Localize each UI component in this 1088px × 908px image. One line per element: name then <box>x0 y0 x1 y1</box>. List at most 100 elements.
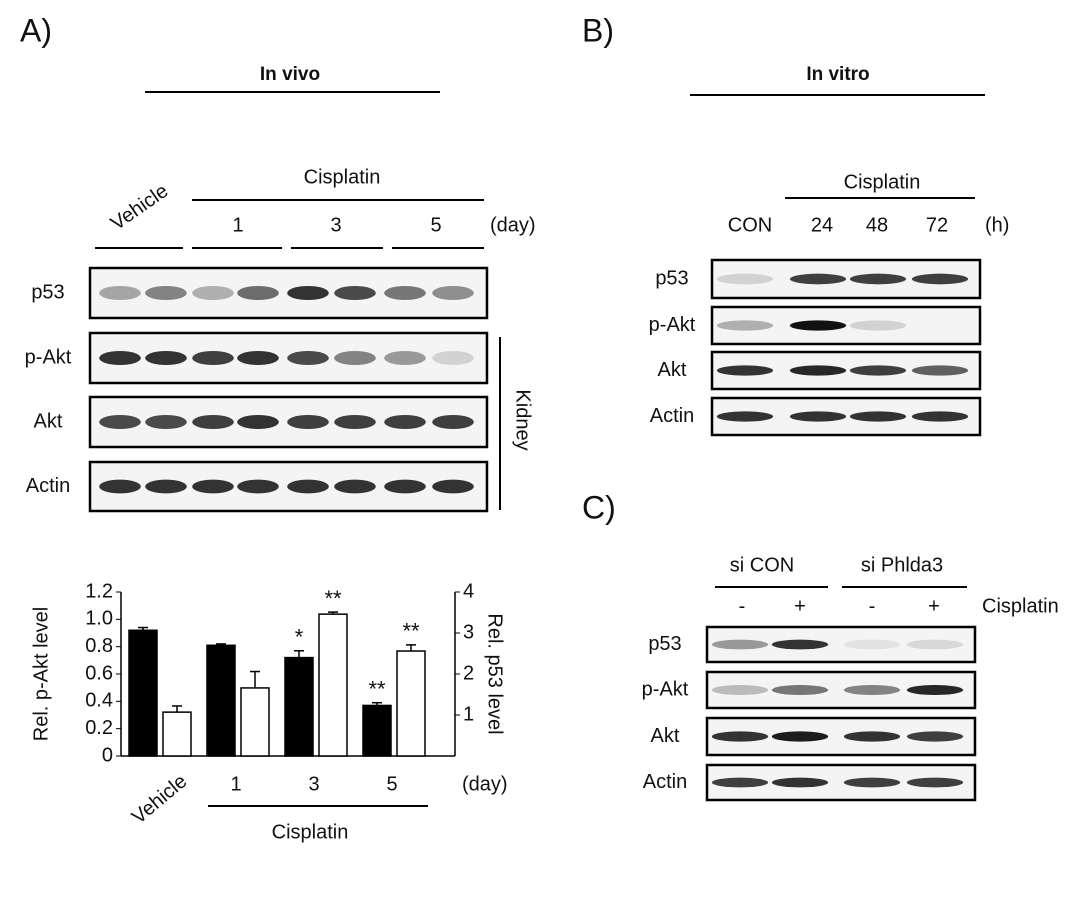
blot-band <box>771 684 829 696</box>
blot-band <box>334 286 376 300</box>
group-label: si CON <box>730 554 794 576</box>
row-label: p-Akt <box>25 346 72 368</box>
blot-band <box>711 731 769 742</box>
blot-band <box>906 639 964 650</box>
x-tick-label: Vehicle <box>128 770 192 828</box>
blot-band <box>384 351 426 365</box>
lane-label: 5 <box>430 214 441 236</box>
row-label: p53 <box>655 267 688 289</box>
blot-band <box>237 286 279 300</box>
blot-band <box>145 415 187 429</box>
lane-label: + <box>794 595 806 617</box>
blot-band <box>906 777 964 788</box>
blot-band <box>432 286 474 300</box>
blot-band <box>711 684 769 696</box>
treatment-label: Cisplatin <box>982 595 1059 617</box>
blot-band <box>237 479 279 494</box>
blot-band <box>789 273 847 285</box>
blot-band <box>99 415 141 429</box>
blot-band <box>384 286 426 300</box>
blot-band <box>287 479 329 494</box>
blot-band <box>334 415 376 429</box>
y-tick-label: 0.6 <box>85 662 113 684</box>
y-tick-label: 0.4 <box>85 690 113 712</box>
y-axis-label: Rel. p-Akt level <box>30 607 52 742</box>
lane-label: 72 <box>926 214 948 236</box>
row-label: p53 <box>31 281 64 303</box>
blot-band <box>192 351 234 365</box>
row-label: Akt <box>34 410 63 432</box>
blot-band <box>384 479 426 494</box>
blot-band <box>911 411 969 422</box>
blot-band <box>849 273 907 285</box>
row-label: Akt <box>651 725 680 747</box>
group-label: Cisplatin <box>304 166 381 188</box>
blot-band <box>911 273 969 285</box>
x-unit-label: (day) <box>462 773 508 795</box>
significance-label: ** <box>368 677 386 702</box>
blot-band <box>432 351 474 365</box>
blot-band <box>906 684 964 696</box>
blot-band <box>716 411 774 422</box>
blot-band <box>334 479 376 494</box>
lane-label: 48 <box>866 214 888 236</box>
bar <box>128 629 158 757</box>
bar <box>318 613 348 757</box>
blot-band <box>911 365 969 376</box>
bar <box>162 711 192 757</box>
significance-label: ** <box>402 619 420 644</box>
row-label: Akt <box>658 359 687 381</box>
row-label: p-Akt <box>649 314 696 336</box>
bar <box>240 687 270 757</box>
bar <box>206 644 236 757</box>
blot-band <box>237 351 279 365</box>
y-tick-label: 0 <box>102 744 113 766</box>
blot-band <box>843 731 901 742</box>
unit-label: (h) <box>985 214 1009 236</box>
blot-band <box>99 351 141 365</box>
y-tick-label: 1.2 <box>85 580 113 602</box>
blot-band <box>906 731 964 742</box>
bar <box>284 656 314 757</box>
panel-label: C) <box>582 489 616 525</box>
blot-band <box>771 777 829 788</box>
x-tick-label: 3 <box>308 773 319 795</box>
blot-band <box>843 777 901 788</box>
row-label: Actin <box>643 771 687 793</box>
blot-band <box>849 411 907 422</box>
significance-label: ** <box>324 586 342 611</box>
lane-label: 24 <box>811 214 833 236</box>
blot-band <box>99 286 141 300</box>
blot-band <box>192 286 234 300</box>
blot-band <box>237 415 279 429</box>
blot-band <box>711 777 769 788</box>
blot-band <box>99 479 141 494</box>
lane-label: 1 <box>232 214 243 236</box>
row-label: Actin <box>26 475 70 497</box>
blot-band <box>789 411 847 422</box>
row-label: p-Akt <box>642 678 689 700</box>
lane-label: - <box>869 595 876 617</box>
y2-axis-label: Rel. p53 level <box>484 613 506 734</box>
row-label: p53 <box>648 633 681 655</box>
tissue-label: Kidney <box>512 389 534 450</box>
panel-title: In vitro <box>806 64 869 85</box>
significance-label: * <box>295 625 304 650</box>
blot-band <box>843 639 901 650</box>
lane-label: + <box>928 595 940 617</box>
x-tick-label: 1 <box>230 773 241 795</box>
y-tick-label: 0.2 <box>85 717 113 739</box>
panel-label: B) <box>582 12 614 48</box>
blot-band <box>334 351 376 365</box>
blot-box <box>705 625 977 664</box>
y2-tick-label: 1 <box>463 703 474 725</box>
panel-label: A) <box>20 12 52 48</box>
blot-band <box>716 365 774 376</box>
blot-band <box>789 365 847 376</box>
y2-tick-label: 4 <box>463 580 474 602</box>
blot-band <box>192 415 234 429</box>
blot-band <box>384 415 426 429</box>
x-group-label: Cisplatin <box>272 821 349 843</box>
blot-band <box>192 479 234 494</box>
